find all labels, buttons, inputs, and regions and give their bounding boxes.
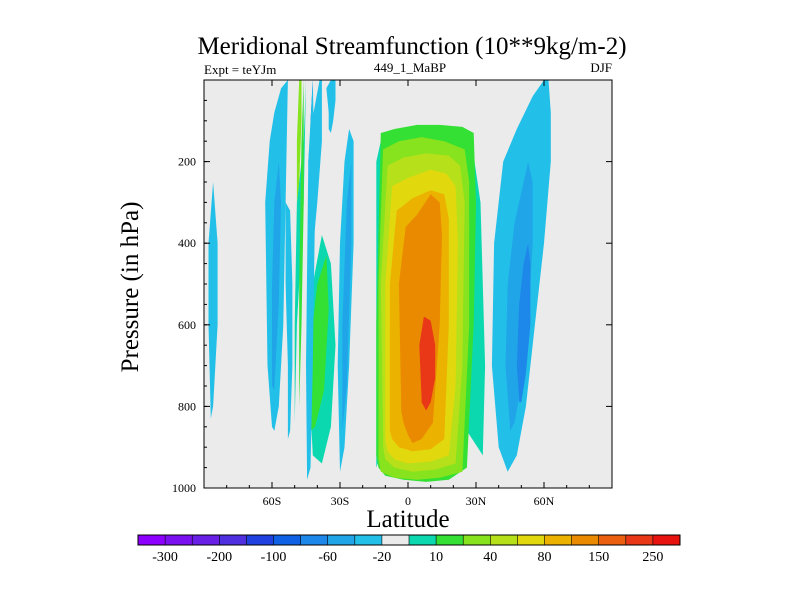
colorbar-swatch: [246, 535, 274, 545]
colorbar-swatch: [165, 535, 193, 545]
colorbar-label: -60: [318, 550, 337, 565]
colorbar-label: 40: [483, 550, 497, 565]
colorbar-label: -100: [261, 550, 287, 565]
y-axis-label: Pressure (in hPa): [117, 202, 144, 373]
y-tick-label: 800: [178, 399, 196, 413]
colorbar-label: 80: [538, 550, 552, 565]
colorbar-swatch: [490, 535, 518, 545]
y-ticks: 200 400 600 800 1000: [172, 79, 612, 495]
contour-layer: [208, 80, 551, 482]
colorbar-swatch: [138, 535, 166, 545]
colorbar-swatch: [463, 535, 491, 545]
contour-26: [306, 80, 316, 480]
colorbar-frame: [137, 534, 681, 546]
colorbar-swatch: [625, 535, 654, 545]
contour-22: [299, 80, 304, 407]
colorbar-swatch: [409, 535, 437, 545]
x-tick-label: 60N: [534, 494, 555, 508]
contour-16: [272, 161, 282, 391]
colorbar-swatch: [652, 535, 681, 545]
colorbar-swatch: [192, 535, 220, 545]
colorbar-label: -20: [373, 550, 392, 565]
y-tick-label: 1000: [172, 481, 196, 495]
subtitle-experiment: Expt = teYJm: [204, 62, 276, 77]
colorbar-label: -200: [206, 550, 232, 565]
colorbar-swatch: [354, 535, 383, 545]
colorbar-label: 150: [588, 550, 609, 565]
colorbar-label: -300: [152, 550, 178, 565]
contour-9: [505, 161, 533, 431]
colorbar-swatch: [300, 535, 328, 545]
colorbar-labels: -300 -200 -100 -60 -20 10 40 80 150 250: [152, 550, 663, 565]
colorbar-swatch: [381, 535, 410, 545]
colorbar-swatch: [517, 535, 545, 545]
contour-23: [296, 80, 302, 203]
x-axis-label: Latitude: [366, 506, 449, 533]
contour-20: [326, 80, 336, 133]
contour-18: [208, 182, 218, 419]
contour-7: [419, 316, 436, 411]
colorbar-label: 10: [429, 550, 443, 565]
x-tick-label: 60S: [263, 494, 282, 508]
x-tick-label: 0: [405, 494, 411, 508]
y-tick-label: 400: [178, 236, 196, 250]
chart-title: Meridional Streamfunction (10**9kg/m-2): [197, 33, 626, 60]
colorbar-swatch: [327, 535, 356, 545]
contour-17: [285, 202, 293, 439]
contour-10: [516, 243, 531, 403]
colorbar-swatch: [219, 535, 247, 545]
colorbar: [137, 534, 681, 546]
x-tick-label: 30N: [466, 494, 487, 508]
colorbar-label: 250: [642, 550, 663, 565]
colorbar-swatch: [598, 535, 627, 545]
subtitle-run: 449_1_MaBP: [374, 60, 446, 75]
colorbar-swatch: [273, 535, 301, 545]
subtitle-season: DJF: [590, 60, 612, 75]
x-ticks: 60S 30S 0 30N 60N: [203, 80, 613, 508]
x-tick-label: 30S: [331, 494, 350, 508]
y-tick-label: 600: [178, 318, 196, 332]
colorbar-swatch: [436, 535, 464, 545]
y-tick-label: 200: [178, 155, 196, 169]
contour-14: [310, 255, 329, 431]
colorbar-swatch: [544, 535, 572, 545]
colorbar-swatch: [571, 535, 599, 545]
contour-12: [342, 161, 352, 431]
